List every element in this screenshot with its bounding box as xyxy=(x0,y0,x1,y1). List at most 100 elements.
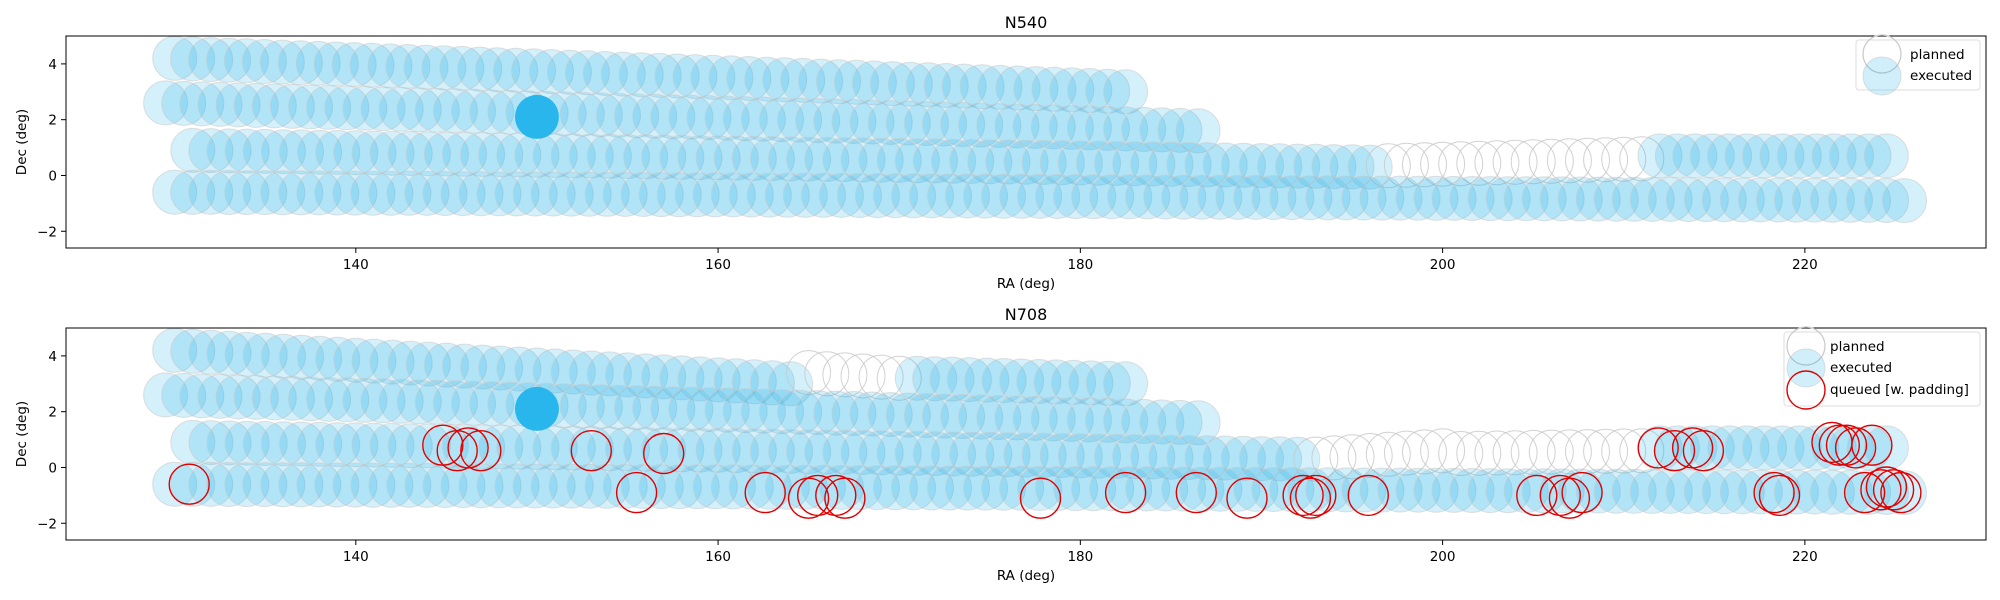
executed-pointing xyxy=(350,170,396,216)
executed-pointing xyxy=(260,170,306,216)
queued-pointing xyxy=(1282,474,1324,517)
planned-pointing xyxy=(822,352,868,398)
executed-pointing xyxy=(550,349,596,395)
executed-pointing xyxy=(710,464,756,510)
executed-pointing xyxy=(967,431,1013,477)
executed-pointing xyxy=(1239,436,1284,482)
executed-pointing xyxy=(927,173,972,219)
executed-pointing xyxy=(1175,400,1221,446)
executed-pointing xyxy=(834,59,879,105)
executed-pointing xyxy=(728,172,774,218)
executed-pointing xyxy=(1629,176,1675,222)
executed-pointing xyxy=(1085,397,1130,443)
executed-pointing xyxy=(872,173,918,219)
executed-pointing xyxy=(306,84,352,130)
legend-planned-marker xyxy=(1786,326,1826,366)
y-tick-label: 0 xyxy=(48,460,57,476)
executed-pointing xyxy=(451,380,496,426)
executed-pointing xyxy=(869,61,915,107)
executed-pointing xyxy=(903,101,949,146)
executed-pointing xyxy=(233,82,279,128)
executed-pointing xyxy=(1791,469,1837,515)
queued-pointing xyxy=(797,474,839,517)
executed-pointing xyxy=(440,463,486,509)
executed-pointing xyxy=(1827,469,1873,515)
executed-pointing xyxy=(858,137,904,183)
executed-pointing xyxy=(332,462,378,508)
executed-pointing xyxy=(582,51,628,96)
executed-pointing-highlight xyxy=(514,386,559,431)
executed-pointing xyxy=(242,462,288,508)
executed-pointing xyxy=(532,425,578,471)
executed-pointing xyxy=(188,329,234,375)
executed-pointing xyxy=(710,172,756,218)
executed-pointing xyxy=(949,431,995,477)
executed-pointing xyxy=(215,82,261,128)
executed-pointing xyxy=(1085,360,1131,406)
executed-pointing xyxy=(1197,466,1243,512)
executed-pointing xyxy=(831,391,877,436)
executed-pointing xyxy=(1377,467,1423,513)
executed-pointing xyxy=(197,81,243,127)
executed-pointing xyxy=(512,463,558,509)
executed-pointing xyxy=(768,361,813,407)
y-tick-label: 0 xyxy=(48,168,57,184)
panel-title: N708 xyxy=(1005,305,1048,324)
executed-pointing xyxy=(324,85,370,131)
executed-pointing xyxy=(369,130,415,176)
executed-pointing xyxy=(512,171,558,217)
executed-pointing xyxy=(777,97,823,143)
queued-pointing xyxy=(1860,469,1902,511)
executed-pointing xyxy=(1239,143,1284,189)
executed-pointing xyxy=(1863,133,1909,179)
executed-pointing xyxy=(654,53,700,99)
queued-pointing xyxy=(824,477,866,519)
executed-pointing xyxy=(1143,174,1189,220)
legend-queued-label: queued [w. padding] xyxy=(1830,382,1969,398)
executed-pointing xyxy=(288,84,333,130)
executed-pointing xyxy=(532,133,578,178)
executed-pointing xyxy=(548,171,594,217)
executed-pointing xyxy=(306,376,352,422)
executed-pointing xyxy=(152,169,198,215)
executed-pointing xyxy=(1701,177,1747,223)
queued-pointing xyxy=(570,430,612,472)
queued-pointing xyxy=(643,432,685,475)
y-axis-label: Dec (deg) xyxy=(14,401,30,467)
executed-pointing xyxy=(1683,469,1729,515)
executed-pointing xyxy=(632,385,678,431)
executed-pointing xyxy=(1293,143,1339,189)
planned-pointing xyxy=(1311,435,1357,481)
executed-pointing xyxy=(387,340,433,386)
executed-pointing xyxy=(891,173,936,219)
executed-pointing xyxy=(296,170,342,216)
executed-pointing xyxy=(314,462,360,508)
executed-pointing xyxy=(396,379,442,425)
executed-pointing xyxy=(1683,177,1729,223)
y-tick-label: −2 xyxy=(37,516,57,532)
planned-pointing xyxy=(1329,434,1375,480)
executed-pointing xyxy=(602,171,648,217)
executed-pointing xyxy=(1449,176,1495,221)
x-axis-label: RA (deg) xyxy=(997,568,1055,584)
executed-pointing xyxy=(1071,174,1117,220)
executed-pointing xyxy=(1449,468,1495,513)
executed-pointing xyxy=(782,172,828,218)
queued-pointing xyxy=(615,471,658,514)
executed-pointing xyxy=(279,129,324,175)
axes-frame xyxy=(65,327,1987,541)
executed-pointing xyxy=(931,431,976,477)
data-marks xyxy=(143,328,1927,519)
executed-pointing xyxy=(1053,174,1099,220)
queued-pointing xyxy=(1516,474,1558,517)
executed-pointing xyxy=(1251,175,1297,220)
executed-pointing xyxy=(922,101,967,147)
executed-pointing xyxy=(179,81,225,127)
executed-pointing xyxy=(620,464,666,509)
legend-planned-marker xyxy=(1862,34,1902,74)
executed-pointing xyxy=(641,354,687,400)
executed-pointing xyxy=(1275,143,1321,189)
executed-pointing xyxy=(1395,175,1441,221)
executed-pointing xyxy=(1048,104,1094,150)
executed-pointing xyxy=(1809,469,1855,515)
